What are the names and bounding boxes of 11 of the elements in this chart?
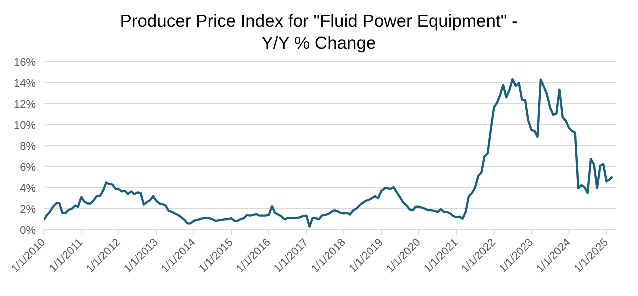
y-tick-label: 10% (14, 120, 36, 132)
y-tick-label: 12% (14, 98, 36, 111)
y-tick-label: 6% (20, 162, 36, 174)
y-tick-label: 14% (14, 78, 36, 90)
y-tick-label: 8% (20, 140, 36, 153)
line-series (44, 78, 614, 228)
y-tick-label: 2% (20, 204, 36, 216)
y-tick-label: 16% (14, 56, 36, 69)
chart-title: Producer Price Index for "Fluid Power Equipment" - Y/Y % Change (119, 10, 519, 54)
y-tick-label: 0% (20, 224, 36, 237)
y-tick-label: 4% (20, 182, 36, 195)
